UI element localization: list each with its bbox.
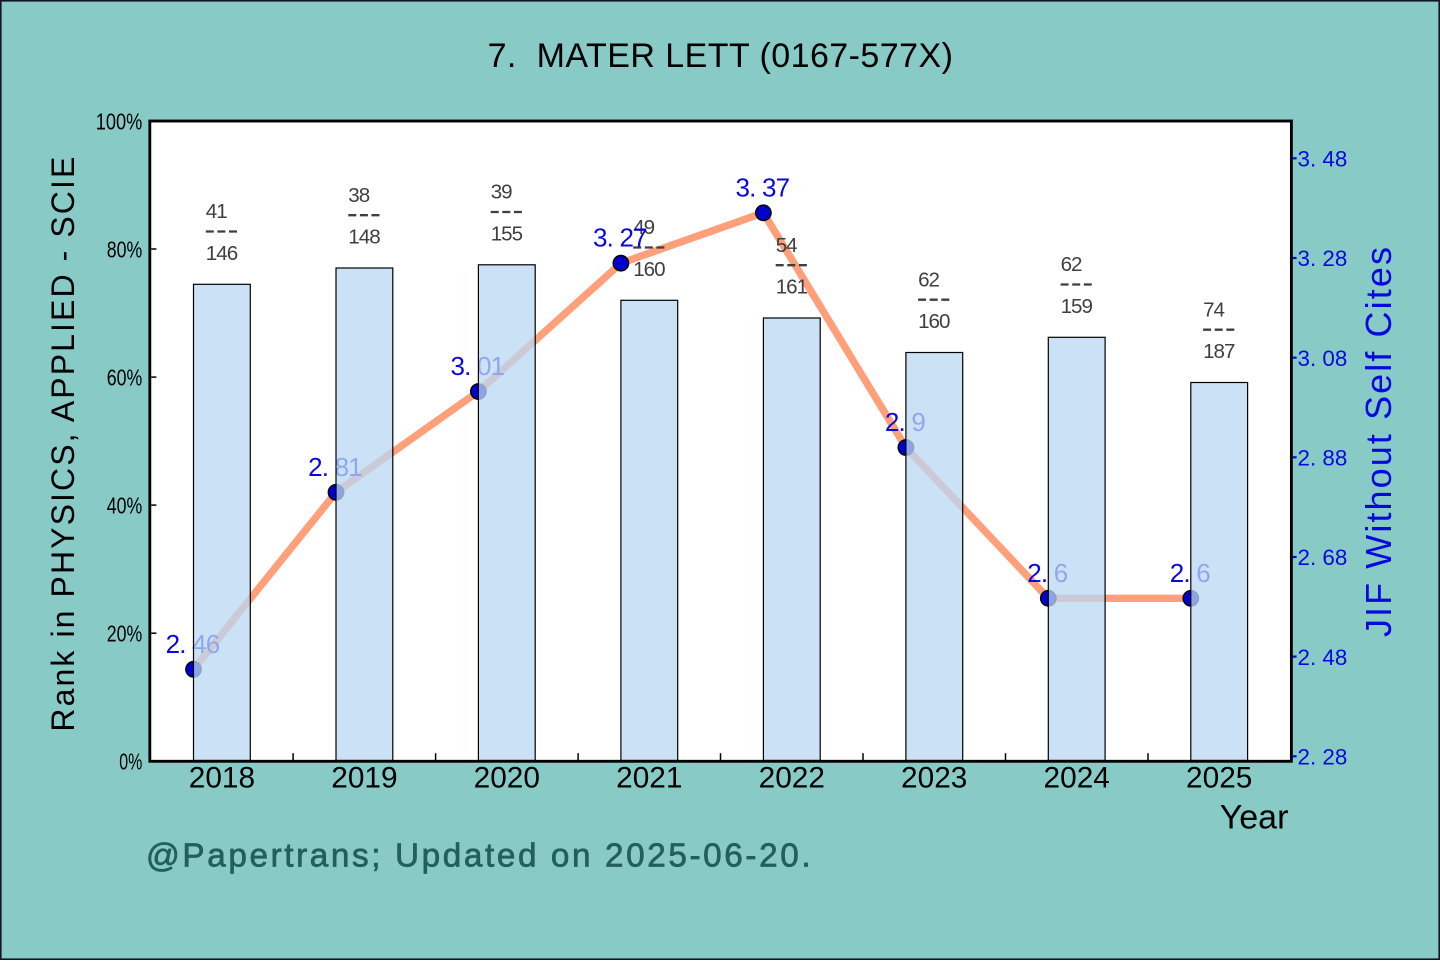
svg-text:39: 39 [491, 181, 512, 204]
svg-text:2019: 2019 [331, 762, 397, 795]
svg-text:3. 37: 3. 37 [735, 172, 789, 202]
svg-text:@Papertrans; Updated on 2025-0: @Papertrans; Updated on 2025-06-20. [146, 838, 813, 875]
svg-text:3. 28: 3. 28 [1298, 246, 1348, 271]
svg-text:Rank in PHYSICS, APPLIED - SCI: Rank in PHYSICS, APPLIED - SCIE [45, 155, 81, 732]
svg-text:148: 148 [348, 226, 380, 249]
svg-text:62: 62 [918, 268, 939, 291]
svg-text:7. MATER LETT (0167-577X): 7. MATER LETT (0167-577X) [488, 37, 954, 75]
svg-text:159: 159 [1061, 295, 1093, 318]
svg-text:2024: 2024 [1044, 762, 1110, 795]
svg-text:54: 54 [776, 234, 797, 257]
svg-text:JIF Without Self Cites: JIF Without Self Cites [1358, 245, 1399, 637]
svg-text:2020: 2020 [474, 762, 540, 795]
svg-text:Year: Year [1220, 798, 1289, 836]
svg-text:161: 161 [776, 276, 808, 299]
svg-text:80%: 80% [107, 236, 143, 262]
svg-text:155: 155 [491, 223, 523, 246]
svg-text:2. 28: 2. 28 [1298, 745, 1348, 770]
svg-text:3. 27: 3. 27 [593, 223, 647, 253]
svg-text:2025: 2025 [1186, 762, 1252, 795]
svg-text:38: 38 [348, 184, 369, 207]
svg-text:2023: 2023 [901, 762, 967, 795]
svg-text:2. 88: 2. 88 [1298, 446, 1348, 471]
svg-text:3. 08: 3. 08 [1298, 346, 1348, 371]
svg-text:3. 48: 3. 48 [1298, 147, 1348, 172]
svg-text:2. 48: 2. 48 [1298, 645, 1348, 670]
svg-text:20%: 20% [107, 621, 143, 647]
svg-text:74: 74 [1203, 298, 1224, 321]
svg-text:0%: 0% [119, 749, 142, 775]
svg-text:2. 68: 2. 68 [1298, 545, 1348, 570]
svg-text:2022: 2022 [759, 762, 825, 795]
svg-text:146: 146 [206, 242, 238, 265]
svg-text:62: 62 [1061, 253, 1082, 276]
svg-text:60%: 60% [107, 364, 143, 390]
svg-text:187: 187 [1203, 340, 1235, 363]
svg-text:40%: 40% [107, 492, 143, 518]
svg-text:160: 160 [633, 258, 665, 281]
svg-text:2018: 2018 [189, 762, 255, 795]
svg-text:49: 49 [633, 216, 654, 239]
svg-text:160: 160 [918, 310, 950, 333]
svg-text:2021: 2021 [616, 762, 682, 795]
svg-text:41: 41 [206, 200, 227, 223]
svg-text:100%: 100% [96, 108, 143, 134]
